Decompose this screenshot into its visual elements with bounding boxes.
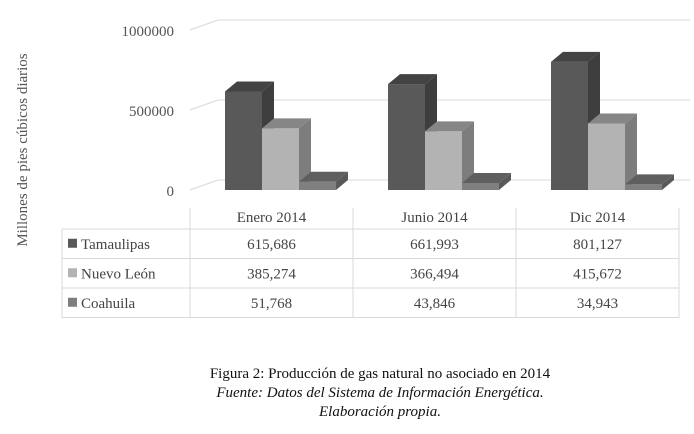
bar-tamaulipas: [388, 84, 425, 190]
legend-label: Tamaulipas: [81, 237, 150, 253]
bar-top: [462, 172, 511, 183]
y-tick-label: 1000000: [122, 24, 175, 40]
y-tick-label: 500000: [129, 104, 174, 120]
gridline-slant: [189, 19, 219, 31]
legend-key: [68, 268, 77, 278]
y-axis-label: Millones de pies cúbicos diarios: [15, 53, 31, 246]
bar-top: [625, 174, 674, 185]
figure-caption: Figura 2: Producción de gas natural no a…: [209, 366, 551, 382]
bar-top: [588, 113, 637, 124]
bar-nuevo-león: [588, 123, 625, 190]
legend-key: [68, 297, 77, 307]
legend-key: [68, 238, 77, 248]
bar-top: [262, 118, 311, 129]
table-cell: 615,686: [247, 237, 296, 253]
category-label: Junio 2014: [401, 210, 468, 226]
table-cell: 661,993: [410, 237, 459, 253]
bar-side: [499, 172, 511, 190]
bar-side: [625, 113, 637, 190]
bar-side: [336, 171, 348, 190]
table-cell: 385,274: [247, 266, 296, 282]
category-label: Dic 2014: [570, 210, 626, 226]
chart: 0 500000 1000000 Millones de pies cúbicos d…: [15, 19, 690, 318]
bar-tamaulipas: [551, 61, 588, 191]
bar-top: [425, 121, 474, 132]
gridline-slant: [189, 179, 219, 191]
bar-tamaulipas: [225, 91, 262, 190]
table-cell: 34,943: [577, 296, 618, 312]
bar-top: [225, 81, 274, 92]
bar-top: [388, 74, 437, 85]
bar-side: [662, 174, 674, 190]
bar-side: [462, 121, 474, 190]
figure-note: Elaboración propia.: [319, 404, 441, 420]
table-cell: 801,127: [573, 237, 622, 253]
bar-nuevo-león: [262, 128, 299, 190]
table-cell: 43,846: [414, 296, 456, 312]
bar-coahuila: [462, 182, 499, 190]
table-cell: 415,672: [573, 266, 622, 282]
y-tick-label: 0: [167, 184, 175, 200]
table-cell: 51,768: [251, 296, 292, 312]
gridline-slant: [189, 99, 219, 111]
legend-label: Coahuila: [81, 296, 135, 312]
bar-coahuila: [625, 184, 662, 190]
bar-top: [551, 51, 600, 62]
bar-side: [299, 118, 311, 190]
category-label: Enero 2014: [237, 210, 307, 226]
table-cell: 366,494: [410, 266, 459, 282]
bar-coahuila: [299, 181, 336, 190]
figure-source: Fuente: Datos del Sistema de Información…: [216, 385, 544, 401]
bar-nuevo-león: [425, 131, 462, 190]
bar-top: [299, 171, 348, 182]
legend-label: Nuevo León: [81, 266, 156, 282]
